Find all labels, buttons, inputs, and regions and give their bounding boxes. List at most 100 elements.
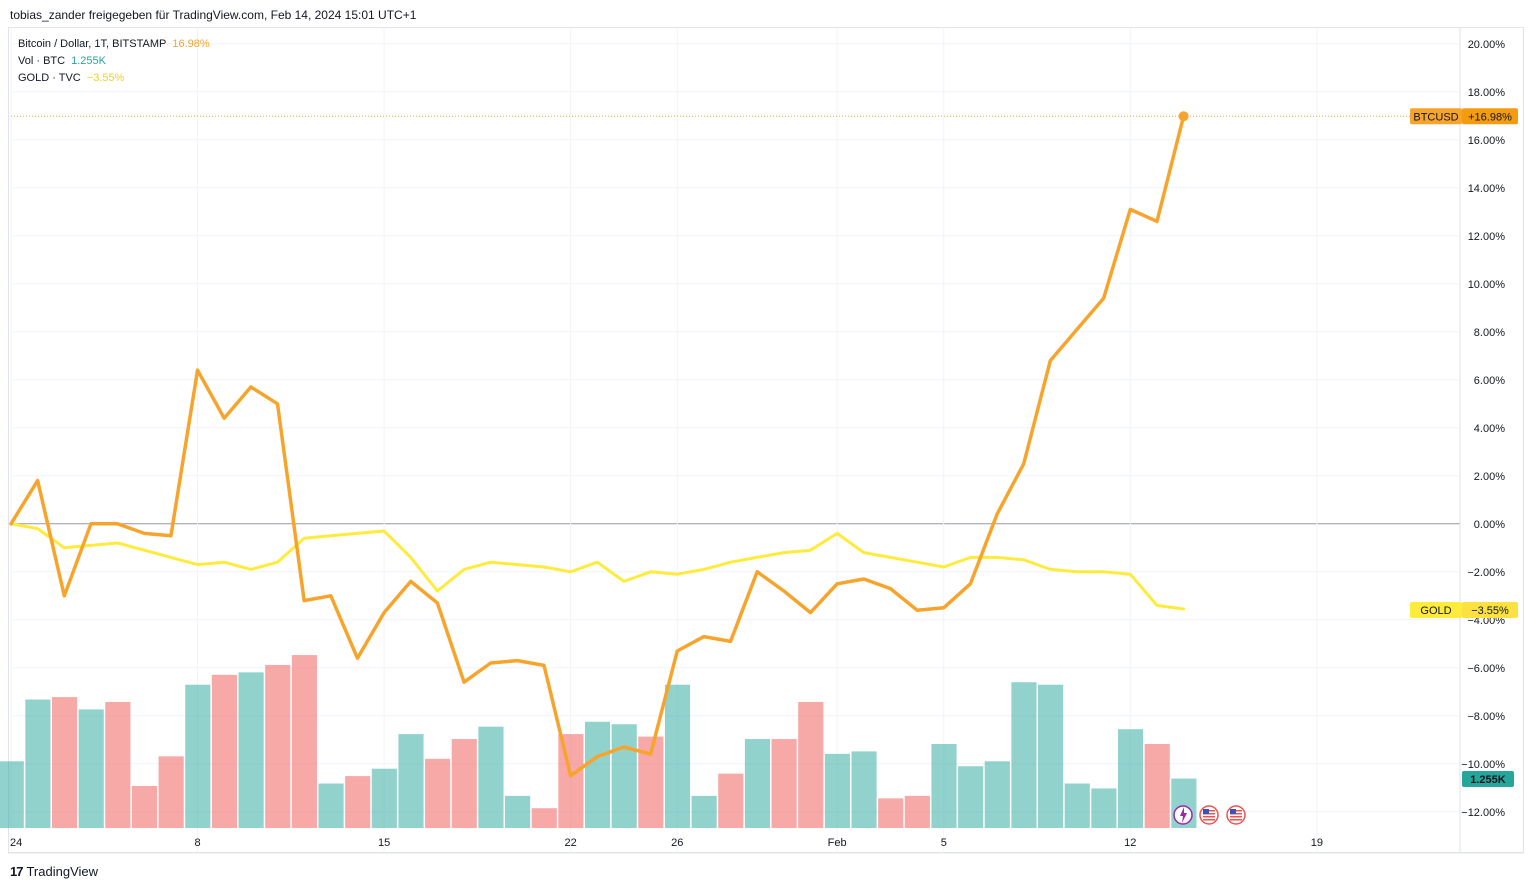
volume-bar <box>691 795 717 828</box>
x-tick-label: 19 <box>1311 837 1323 849</box>
flash-bolt <box>1180 807 1187 823</box>
volume-bar <box>1064 783 1090 828</box>
y-tick-label: 20.00% <box>1468 39 1506 51</box>
y-axis: 20.00% 18.00% 16.00% 14.00% 12.00% 10.00% 8.00… <box>1461 39 1505 819</box>
volume-bar <box>744 739 771 828</box>
volume-bar <box>398 734 424 828</box>
volume-bar <box>291 655 317 828</box>
y-tick-label: −2.00% <box>1467 567 1505 579</box>
legend-item-btc[interactable]: Bitcoin / Dollar, 1T, BITSTAMP 16.98% <box>18 36 210 53</box>
x-tick-label: 15 <box>378 837 390 849</box>
volume-bar <box>425 758 451 828</box>
volume-bar <box>78 709 104 828</box>
y-tick-label: 6.00% <box>1474 375 1505 387</box>
x-tick-label: 5 <box>941 837 947 849</box>
legend-label: Vol · BTC <box>18 55 66 67</box>
x-tick-label: 12 <box>1124 837 1136 849</box>
volume-badge-bg <box>1462 771 1514 787</box>
volume-bar <box>1011 682 1037 828</box>
y-tick-label: −10.00% <box>1461 759 1505 771</box>
y-tick-label: −12.00% <box>1461 807 1505 819</box>
tradingview-logo-icon: 17 <box>10 864 24 879</box>
y-tick-label: −6.00% <box>1467 663 1505 675</box>
volume-bar <box>664 684 691 828</box>
volume-bar <box>1144 744 1170 828</box>
y-tick-label: −8.00% <box>1467 711 1505 723</box>
x-tick-label: 26 <box>671 837 683 849</box>
badge-name: BTCUSD <box>1413 111 1458 123</box>
y-tick-label: 10.00% <box>1468 279 1506 291</box>
y-tick-label: 12.00% <box>1468 231 1506 243</box>
series-line-btcusd <box>9 114 1186 778</box>
badge-name-bg <box>1410 602 1462 618</box>
us-flag-icon <box>1226 805 1246 825</box>
volume-bar <box>1038 684 1064 828</box>
volume-bar <box>771 739 797 828</box>
y-tick-label: 16.00% <box>1468 135 1506 147</box>
us-flag-icon-ring <box>1226 805 1246 825</box>
badge-value: −3.55% <box>1471 605 1509 617</box>
flag-stripe <box>1203 819 1215 821</box>
price-badges: BTCUSD +16.98% GOLD −3.55% 1.255K <box>1410 108 1518 787</box>
legend-value: 16.98% <box>172 38 210 50</box>
volume-bar <box>531 808 557 828</box>
flash-icon <box>1173 805 1193 825</box>
legend-value: −3.55% <box>86 72 125 84</box>
volume-bar <box>718 773 744 828</box>
footer-brand[interactable]: 17 TradingView <box>10 864 98 879</box>
volume-bar <box>904 795 930 828</box>
y-tick-label: 4.00% <box>1474 423 1505 435</box>
badge-value: +16.98% <box>1468 111 1512 123</box>
volume-bar <box>185 684 211 828</box>
volume-bar <box>851 751 877 828</box>
us-flag-icon <box>1199 805 1219 825</box>
chart-grid <box>8 27 1524 854</box>
volume-bar <box>931 744 957 828</box>
flag-stripe <box>1203 816 1215 818</box>
volume-bars <box>0 655 1197 828</box>
y-tick-label: 2.00% <box>1474 471 1505 483</box>
y-tick-label: 0.00% <box>1474 519 1505 531</box>
volume-bar <box>345 776 371 828</box>
chart-legend: Bitcoin / Dollar, 1T, BITSTAMP 16.98% Vol… <box>18 36 210 87</box>
flag-stripe <box>1230 819 1242 821</box>
volume-bar <box>238 672 264 828</box>
volume-bar <box>611 724 637 828</box>
volume-bar <box>158 756 184 828</box>
volume-bar <box>25 699 51 828</box>
volume-bar <box>584 721 611 828</box>
flag-canton <box>1203 809 1209 814</box>
volume-bar <box>798 702 824 828</box>
volume-bar <box>878 798 904 828</box>
volume-bar <box>0 761 24 828</box>
volume-bar <box>51 697 78 828</box>
volume-bar <box>958 766 984 828</box>
volume-bar <box>478 726 504 828</box>
x-tick-label: 8 <box>194 837 200 849</box>
volume-bar <box>1117 729 1144 828</box>
legend-item-gold[interactable]: GOLD · TVC −3.55% <box>18 70 210 87</box>
volume-bar <box>105 702 131 828</box>
volume-bar <box>265 664 291 828</box>
x-tick-label: 22 <box>565 837 577 849</box>
flag-stripe <box>1230 816 1242 818</box>
volume-bar <box>371 768 397 828</box>
series-lines <box>9 111 1460 778</box>
volume-bar <box>505 795 531 828</box>
legend-item-volume[interactable]: Vol · BTC 1.255K <box>18 53 210 70</box>
event-icons <box>1173 805 1246 825</box>
x-tick-label: Feb <box>828 837 847 849</box>
x-axis: 24 8 15 22 26 Feb 5 12 19 <box>10 837 1323 849</box>
badge-value-bg <box>1462 602 1518 618</box>
volume-bar <box>824 753 850 828</box>
volume-bar <box>1091 788 1117 828</box>
y-tick-label: 8.00% <box>1474 327 1505 339</box>
volume-bar <box>984 761 1010 828</box>
x-tick-label: 24 <box>10 837 22 849</box>
last-price-dot <box>1178 111 1189 122</box>
flag-canton <box>1230 809 1236 814</box>
legend-label: Bitcoin / Dollar, 1T, BITSTAMP <box>18 38 167 50</box>
badge-name: GOLD <box>1420 605 1451 617</box>
us-flag-icon-ring <box>1199 805 1219 825</box>
